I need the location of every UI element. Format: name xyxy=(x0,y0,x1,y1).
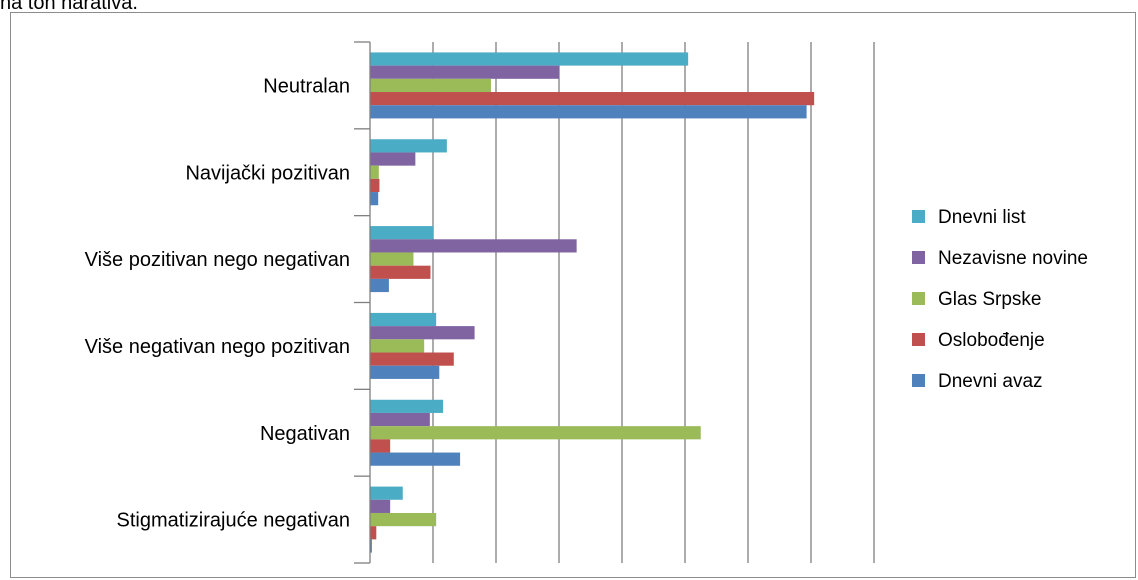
bar xyxy=(370,92,815,106)
bar xyxy=(370,239,577,253)
bar xyxy=(370,486,403,500)
legend-label: Glas Srpske xyxy=(938,289,1041,310)
bar xyxy=(370,412,430,427)
legend-swatch xyxy=(912,374,925,387)
chart-caption: na ton narativa. xyxy=(0,0,138,14)
bar xyxy=(370,65,559,79)
bar xyxy=(370,426,701,440)
category-label: Negativan xyxy=(260,423,350,445)
legend-swatch xyxy=(912,333,925,346)
bar xyxy=(370,339,425,353)
bar xyxy=(370,152,416,166)
bar xyxy=(370,399,444,413)
category-label: Više pozitivan nego negativan xyxy=(85,249,350,271)
legend-swatch xyxy=(912,251,925,264)
bar xyxy=(370,352,454,366)
legend-label: Dnevni avaz xyxy=(938,371,1043,392)
chart-area xyxy=(10,12,1136,578)
bar xyxy=(370,252,414,266)
bar xyxy=(370,452,461,466)
bar xyxy=(370,512,437,527)
category-label: Navijački pozitivan xyxy=(185,162,350,184)
legend: Dnevni list Nezavisne novine Glas Srpske Os… xyxy=(912,207,1088,392)
bar xyxy=(370,139,447,153)
legend-label: Oslobođenje xyxy=(938,330,1045,351)
bar xyxy=(370,165,379,179)
legend-label: Dnevni list xyxy=(938,207,1026,228)
bars xyxy=(370,52,815,553)
bar xyxy=(370,278,389,293)
bar xyxy=(370,178,380,193)
bar xyxy=(370,226,433,240)
category-label: Neutralan xyxy=(263,75,350,97)
bar xyxy=(370,326,475,340)
bar xyxy=(370,526,377,540)
category-axis xyxy=(354,41,371,564)
bar xyxy=(370,78,491,93)
bar xyxy=(370,265,431,279)
category-labels: Neutralan Navijački pozitivan Više pozitiv… xyxy=(85,75,350,531)
bar xyxy=(370,192,379,206)
bar xyxy=(370,105,807,119)
gridlines xyxy=(432,42,875,563)
bar xyxy=(370,439,391,453)
bar xyxy=(370,52,689,66)
legend-label: Nezavisne novine xyxy=(938,248,1088,269)
bar xyxy=(370,365,440,379)
bar xyxy=(370,312,437,327)
legend-swatch xyxy=(912,292,925,305)
category-label: Stigmatizirajuće negativan xyxy=(117,510,350,532)
category-label: Više negativan nego pozitivan xyxy=(85,336,350,358)
bar xyxy=(370,499,391,513)
legend-swatch xyxy=(912,210,925,223)
bar xyxy=(370,539,372,553)
